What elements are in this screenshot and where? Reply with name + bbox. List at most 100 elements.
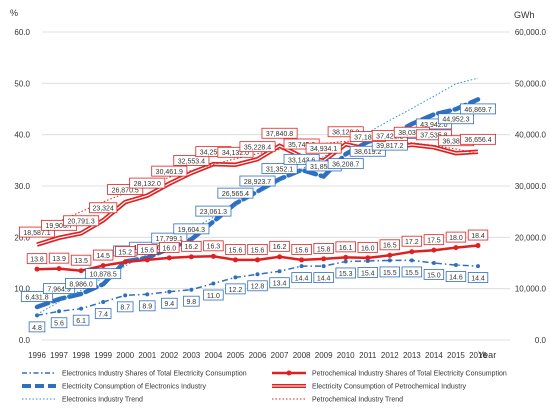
data-label-box [173,154,210,166]
data-label: 16.2 [273,244,287,251]
series-1-point [101,300,106,305]
data-label-box [129,177,166,189]
data-label-box [401,235,423,247]
data-label-box [225,244,246,255]
data-label: 7,964.9 [47,287,70,294]
right-axis-ticks: 0.0 10,000.0 20,000.0 30,000.0 40,000.0 50,00… [515,28,547,345]
data-label-box [203,289,224,301]
data-label-box [217,146,254,158]
data-label: 9.4 [164,301,174,308]
right-tick-label: 30,000.0 [515,182,547,191]
data-label-box [269,240,290,252]
series-1-point [233,275,238,280]
series-4-point [100,263,106,269]
series-1-point [167,289,172,294]
data-label-box [89,202,118,214]
data-label-box [137,244,158,255]
data-labels: 4.8 5.6 6.1 7.4 8.7 8.9 9.4 9.8 11.0 12.2 12.8 13.4… [18,103,496,333]
series-4-point [453,245,459,251]
data-label-box [203,240,224,252]
data-label-box [161,297,178,309]
data-label: 8.7 [120,305,130,312]
series-1-point [211,281,216,286]
data-label-box [379,266,401,278]
data-label: 18.4 [471,233,485,240]
data-label-box [379,239,401,251]
data-label: 17,799.1 [156,236,183,243]
data-label: 15.3 [339,271,353,278]
data-label: 18.0 [449,235,463,242]
data-label-box [151,165,188,177]
data-label-box [20,291,54,302]
series-5-line-inner [36,143,479,246]
x-tick-label: 2015 [447,351,465,360]
data-label-box [445,271,467,282]
data-label: 11.0 [207,293,220,300]
series-1-point [277,269,282,274]
series-4-point [475,243,481,249]
data-label: 16.2 [185,244,199,251]
data-label-box [239,141,276,153]
data-label: 12.8 [251,284,265,291]
left-tick-label: 50.0 [14,79,30,88]
data-label: 15.5 [383,270,397,277]
legend-label: Electronics Industry Shares of Total Ele… [62,371,247,378]
left-tick-label: 10.0 [14,285,30,294]
data-label: 38,035.0 [398,130,425,137]
data-label-box [261,163,298,174]
left-tick-label: 60.0 [14,28,30,37]
data-label: 44,952.3 [442,117,469,124]
x-tick-label: 2016 [469,351,487,360]
data-label-box [18,226,56,238]
data-label: 15.5 [405,270,419,277]
data-label: 37,188.6 [354,134,381,141]
left-tick-label: 40.0 [14,131,30,140]
x-tick-label: 2009 [315,351,333,360]
data-label-box [291,244,312,255]
data-label: 14.4 [295,275,309,282]
series-4-point [188,254,194,260]
data-label-box [239,175,276,187]
x-tick-label: 2011 [359,351,377,360]
left-axis-unit: % [10,8,18,18]
data-label: 6,431.8 [25,294,48,301]
series-1-point [79,306,84,311]
data-label-box [217,187,254,199]
data-label-box [401,266,423,278]
x-axis-title: Year [478,350,496,360]
data-label-box [48,252,70,264]
x-tick-label: 2012 [381,351,399,360]
data-label: 16.3 [207,244,221,251]
data-label-box [269,277,290,289]
data-label-box [26,253,48,265]
data-label: 30,461.9 [156,169,183,176]
data-label-box [225,283,246,295]
data-label: 20,791.3 [67,219,94,226]
data-label: 15.6 [229,247,243,254]
data-label: 46,869.7 [464,107,491,114]
data-label: 37,535.8 [420,133,447,140]
data-label: 16.0 [361,245,375,252]
data-label-box [261,127,298,139]
data-label: 43,942.0 [420,122,447,129]
data-label-box [159,241,180,253]
data-label-box [28,321,46,333]
x-tick-label: 1997 [50,351,68,360]
data-label: 26,870.5 [112,187,139,194]
x-tick-label: 2000 [116,351,134,360]
legend-label: Petrochemical Industry Shares of Total E… [312,371,507,378]
left-tick-label: 20.0 [14,233,30,242]
right-tick-label: 50,000.0 [515,79,547,88]
series-1-point [57,309,62,314]
x-tick-label: 2007 [271,351,289,360]
x-tick-label: 2003 [182,351,200,360]
data-label: 38,619.2 [354,149,381,156]
data-label: 15.6 [295,247,309,254]
data-label: 15.2 [118,249,132,256]
data-label: 14.4 [471,275,485,282]
data-label: 23,324 [92,206,114,213]
data-label-box [173,223,210,235]
data-label-box [349,145,386,157]
data-label-box [195,205,232,217]
